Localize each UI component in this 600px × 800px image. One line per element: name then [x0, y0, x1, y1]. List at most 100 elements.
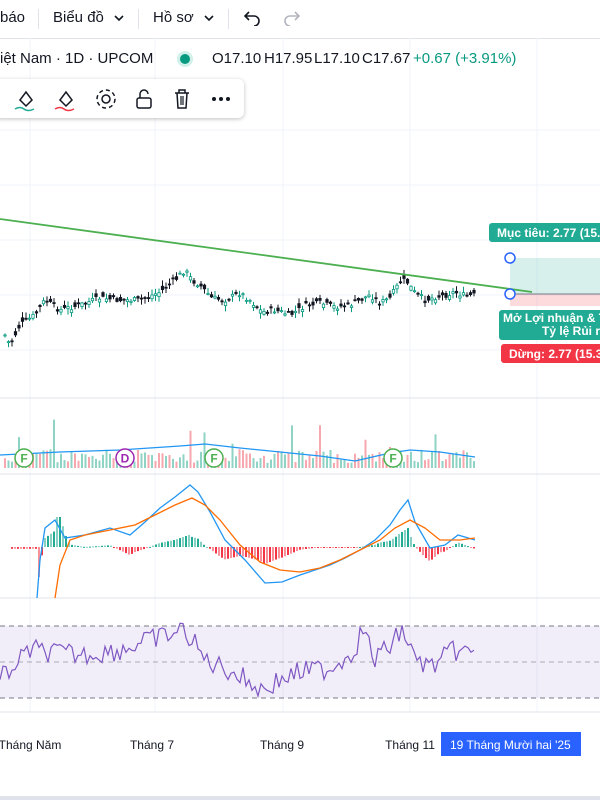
- volume-bar: [137, 449, 139, 468]
- histogram-bar: [413, 544, 415, 547]
- candle-body: [454, 290, 459, 294]
- undo-icon[interactable]: [243, 10, 261, 26]
- histogram-bar: [158, 543, 160, 547]
- volume-bar: [182, 454, 185, 468]
- volume-bar: [333, 462, 335, 468]
- volume-bar: [329, 450, 332, 468]
- candle-body: [430, 297, 434, 301]
- event-marker[interactable]: [204, 448, 224, 468]
- volume-bar: [158, 453, 160, 468]
- pnl-label-box: [499, 310, 600, 340]
- candle-body: [293, 310, 298, 314]
- candle-body: [66, 306, 70, 310]
- candle-body: [447, 295, 452, 300]
- stop-zone[interactable]: [510, 294, 600, 306]
- candle-body: [370, 299, 375, 303]
- volume-bar: [35, 453, 38, 468]
- candle-body: [227, 298, 231, 301]
- alerts-button[interactable]: báo: [0, 9, 26, 26]
- histogram-bar: [458, 542, 460, 547]
- volume-bar: [294, 462, 297, 468]
- candle-body: [34, 311, 39, 314]
- histogram-bar: [173, 540, 175, 547]
- candle-body: [223, 301, 228, 307]
- histogram-bar: [230, 547, 232, 559]
- volume-bar: [322, 451, 325, 468]
- candle-body: [17, 324, 21, 329]
- entry-handle[interactable]: [504, 288, 516, 300]
- chart-menu-button[interactable]: Biểu đồ: [53, 9, 124, 26]
- volume-bar: [431, 451, 433, 468]
- histogram-bar: [257, 547, 259, 561]
- histogram-bar: [341, 547, 343, 548]
- trendline[interactable]: [0, 218, 533, 293]
- candle-body: [132, 297, 137, 301]
- volume-bar: [116, 462, 118, 468]
- profile-menu-button[interactable]: Hồ sơ: [153, 9, 214, 26]
- candle-body: [349, 305, 354, 308]
- event-marker[interactable]: [383, 448, 403, 468]
- histogram-bar: [203, 544, 205, 547]
- candle-body: [52, 302, 56, 304]
- histogram-bar: [455, 543, 457, 547]
- volume-bar: [284, 454, 286, 468]
- histogram-bar: [38, 547, 40, 577]
- candle-body: [146, 297, 151, 299]
- candle-body: [125, 299, 130, 303]
- volume-bar: [11, 461, 13, 468]
- histogram-bar: [398, 534, 400, 547]
- histogram-bar: [362, 546, 364, 548]
- candle-body: [206, 293, 210, 295]
- target-zone[interactable]: [510, 258, 600, 294]
- histogram-bar: [11, 547, 13, 549]
- candle-body: [458, 295, 462, 299]
- histogram-bar: [164, 541, 166, 547]
- histogram-bar: [110, 545, 112, 547]
- histogram-bar: [209, 547, 211, 549]
- gear-icon[interactable]: [93, 86, 119, 112]
- candle-body: [167, 283, 172, 286]
- histogram-bar: [62, 526, 64, 547]
- histogram-bar: [356, 547, 358, 548]
- crosshair-date-box: [441, 732, 581, 756]
- candle-body: [157, 292, 161, 297]
- candle-body: [423, 300, 427, 304]
- candle-body: [150, 294, 154, 300]
- unlock-icon[interactable]: [131, 86, 157, 112]
- volume-bar: [70, 451, 73, 468]
- histogram-bar: [296, 547, 298, 552]
- candle-body: [6, 341, 11, 344]
- line-color-icon[interactable]: [52, 86, 78, 112]
- volume-bar: [350, 462, 353, 468]
- symbol-title[interactable]: iệt Nam · 1D · UPCOM: [0, 50, 154, 67]
- histogram-bar: [377, 543, 379, 547]
- event-marker[interactable]: [14, 448, 34, 468]
- candle-body: [412, 290, 417, 293]
- event-marker-label: F: [389, 452, 396, 466]
- event-marker[interactable]: [115, 448, 135, 468]
- chart-canvas[interactable]: Mục tiêu: 2.77 (15. Mở Lợi nhuận & T Tỷ …: [0, 38, 600, 800]
- histogram-bar: [323, 547, 325, 548]
- histogram-bar: [290, 547, 292, 554]
- redo-icon[interactable]: [283, 10, 301, 26]
- volume-bar: [91, 455, 94, 468]
- candle-body: [391, 289, 396, 294]
- target-handle[interactable]: [504, 252, 516, 264]
- trash-icon[interactable]: [169, 86, 195, 112]
- histogram-bar: [119, 547, 121, 551]
- volume-bar: [203, 432, 206, 468]
- candle-body: [279, 310, 284, 313]
- candle-body: [461, 292, 466, 296]
- volume-bar: [84, 454, 87, 468]
- fill-color-icon[interactable]: [12, 86, 38, 112]
- volume-bar: [228, 461, 230, 468]
- candle-body: [433, 299, 438, 304]
- more-icon[interactable]: [208, 86, 234, 112]
- volume-bar: [7, 460, 10, 468]
- event-marker-label: D: [121, 452, 130, 466]
- candle-body: [45, 300, 49, 303]
- volume-bar: [189, 430, 192, 468]
- volume-bar: [109, 453, 111, 468]
- symbol-legend: iệt Nam · 1D · UPCOM O17.10 H17.95 L17.1…: [0, 48, 600, 72]
